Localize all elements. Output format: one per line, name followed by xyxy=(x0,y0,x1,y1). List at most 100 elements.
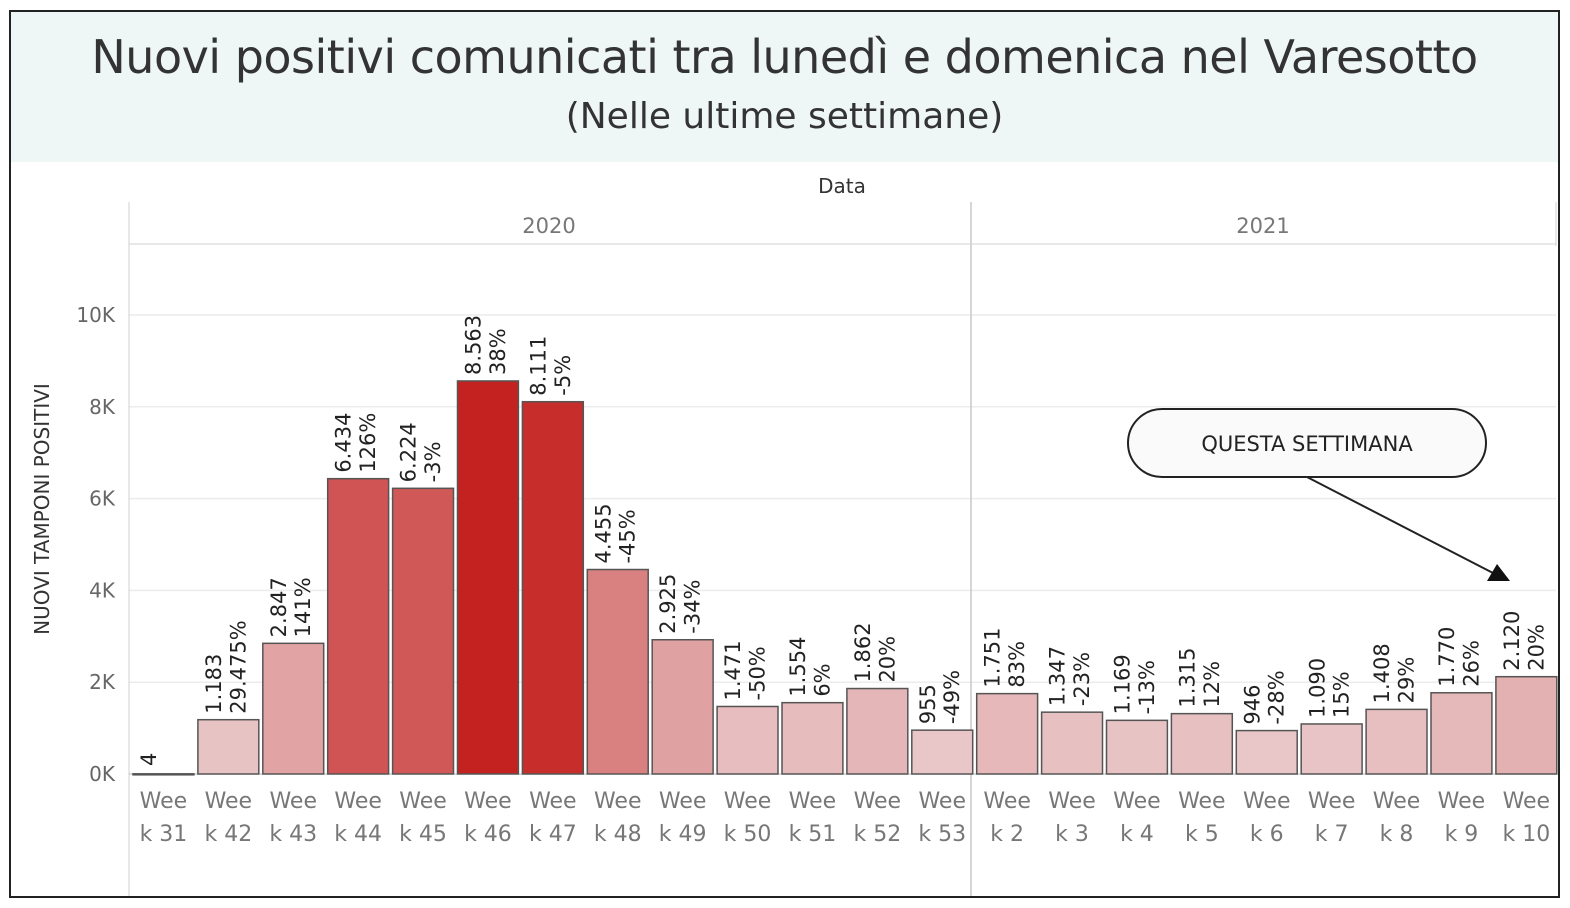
category-label: Wee xyxy=(594,789,642,814)
chart-frame: Nuovi positivi comunicati tra lunedì e d… xyxy=(9,10,1560,898)
category-label: k 48 xyxy=(594,822,642,847)
category-label: Wee xyxy=(464,789,512,814)
category-label: Wee xyxy=(1373,789,1421,814)
category-label: k 46 xyxy=(464,822,512,847)
bar xyxy=(1365,708,1428,775)
value-label: 4.455 xyxy=(591,503,615,563)
pct-label: -50% xyxy=(746,646,770,700)
bars xyxy=(132,380,1558,776)
chart-subtitle: (Nelle ultime settimane) xyxy=(565,96,1004,137)
value-label: 1.862 xyxy=(851,622,875,682)
callout-label: QUESTA SETTIMANA xyxy=(1201,432,1413,456)
category-label: k 6 xyxy=(1250,822,1284,847)
category-label: Wee xyxy=(1243,789,1291,814)
bar-chart: Data 2020 2021 NUOVI TAMPONI POSITIVI 0K 2… xyxy=(30,174,1558,896)
value-label: 2.925 xyxy=(656,574,680,634)
pct-label: 6% xyxy=(810,663,834,696)
bar xyxy=(911,729,974,775)
y-tick-label: 4K xyxy=(89,578,116,602)
value-label: 1.770 xyxy=(1435,627,1459,687)
category-label: Wee xyxy=(1308,789,1356,814)
bar xyxy=(975,692,1039,775)
value-label: 6.434 xyxy=(332,413,356,473)
bar xyxy=(1105,719,1169,775)
pct-label: 12% xyxy=(1200,661,1224,708)
category-label: k 47 xyxy=(529,822,577,847)
bar xyxy=(262,642,325,775)
category-label: k 7 xyxy=(1315,822,1349,847)
callout-arrow-head xyxy=(1487,564,1510,581)
chart-title: Nuovi positivi comunicati tra lunedì e d… xyxy=(91,30,1478,84)
bar xyxy=(521,400,585,775)
pct-label: -13% xyxy=(1135,660,1159,714)
category-label: k 3 xyxy=(1055,822,1089,847)
category-label: k 31 xyxy=(140,822,188,847)
category-label: Wee xyxy=(789,789,837,814)
category-label: Wee xyxy=(1438,789,1486,814)
category-label: k 4 xyxy=(1120,822,1154,847)
bar xyxy=(132,773,195,776)
category-label: Wee xyxy=(269,789,317,814)
bar xyxy=(197,718,260,775)
bar xyxy=(1040,711,1104,775)
bar xyxy=(586,568,649,775)
bar xyxy=(716,705,779,775)
value-label: 8.563 xyxy=(462,315,486,375)
category-label: k 45 xyxy=(399,822,447,847)
bar xyxy=(1430,692,1493,775)
bar xyxy=(1235,729,1298,775)
value-label: 4 xyxy=(137,753,161,766)
value-label: 1.347 xyxy=(1046,646,1070,706)
pct-label: 26% xyxy=(1459,640,1483,687)
category-label: Wee xyxy=(399,789,447,814)
bar xyxy=(1170,712,1234,775)
bar xyxy=(456,380,520,775)
year-headers: 2020 2021 xyxy=(522,214,1289,238)
x-axis-labels: Wee k 31 Wee k 42 Wee k 43 Wee k 44 Wee k 45 Wee k … xyxy=(140,789,1551,847)
category-label: Wee xyxy=(918,789,966,814)
category-label: Wee xyxy=(529,789,577,814)
pct-label: 126% xyxy=(356,413,380,473)
bar xyxy=(846,687,909,775)
category-label: Wee xyxy=(1113,789,1161,814)
category-label: k 10 xyxy=(1502,822,1550,847)
category-label: k 50 xyxy=(724,822,772,847)
value-label: 8.111 xyxy=(526,336,550,396)
y-tick-label: 2K xyxy=(89,670,116,694)
y-axis-title: NUOVI TAMPONI POSITIVI xyxy=(30,383,54,635)
pct-label: -45% xyxy=(616,509,640,563)
category-label: k 52 xyxy=(853,822,901,847)
pct-label: -28% xyxy=(1265,670,1289,724)
pct-label: -23% xyxy=(1070,652,1094,706)
value-label: 1.554 xyxy=(786,637,810,697)
value-label: 955 xyxy=(916,684,940,724)
value-label: 1.090 xyxy=(1305,658,1329,718)
category-label: Wee xyxy=(659,789,707,814)
category-label: k 5 xyxy=(1185,822,1219,847)
category-label: Wee xyxy=(1503,789,1551,814)
pct-label: 141% xyxy=(291,577,315,637)
category-label: k 9 xyxy=(1445,822,1479,847)
pct-label: 15% xyxy=(1330,671,1354,718)
bar xyxy=(391,487,455,775)
category-label: k 42 xyxy=(204,822,252,847)
callout-arrow-line xyxy=(1306,476,1494,574)
pct-label: 20% xyxy=(1524,624,1548,671)
y-tick-label: 6K xyxy=(89,487,116,511)
pct-label: 83% xyxy=(1005,641,1029,688)
callout-annotation: QUESTA SETTIMANA xyxy=(1127,408,1510,581)
category-label: Wee xyxy=(1048,789,1096,814)
year-header: 2020 xyxy=(522,214,575,238)
category-label: Wee xyxy=(724,789,772,814)
value-label: 1.315 xyxy=(1175,648,1199,708)
value-label: 2.120 xyxy=(1500,611,1524,671)
column-header: Data xyxy=(818,174,866,198)
bar xyxy=(651,638,714,775)
pct-label: -34% xyxy=(681,579,705,633)
y-axis-ticks: 0K 2K 4K 6K 8K 10K xyxy=(76,303,115,786)
y-tick-label: 0K xyxy=(89,762,116,786)
bar xyxy=(1300,723,1363,775)
pct-label: 38% xyxy=(486,328,510,375)
pct-label: -5% xyxy=(551,355,575,396)
value-label: 1.183 xyxy=(202,654,226,714)
